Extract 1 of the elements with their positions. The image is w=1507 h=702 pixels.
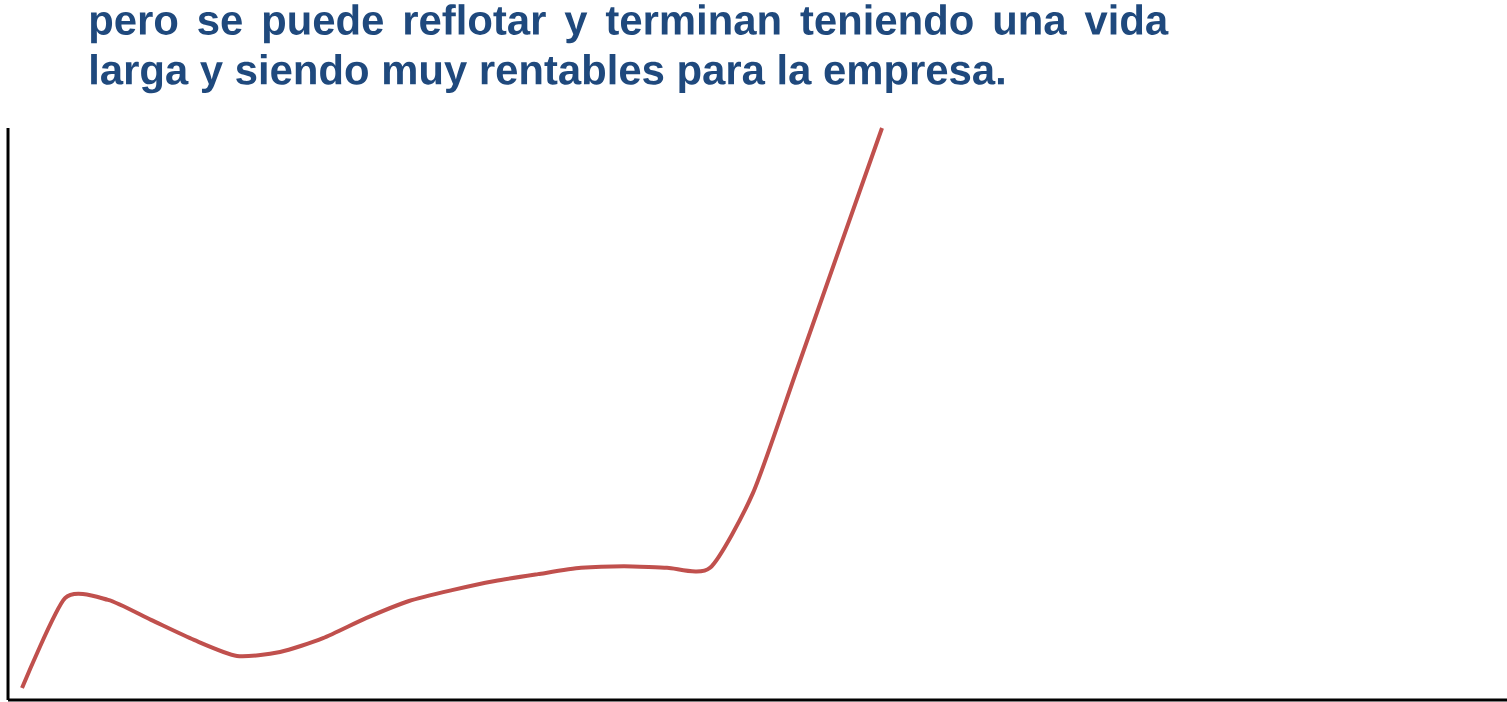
chart-title: pero se puede reflotar y terminan teniendo una vida larga y siendo muy rentables para la empresa. — [90, 4, 1169, 94]
